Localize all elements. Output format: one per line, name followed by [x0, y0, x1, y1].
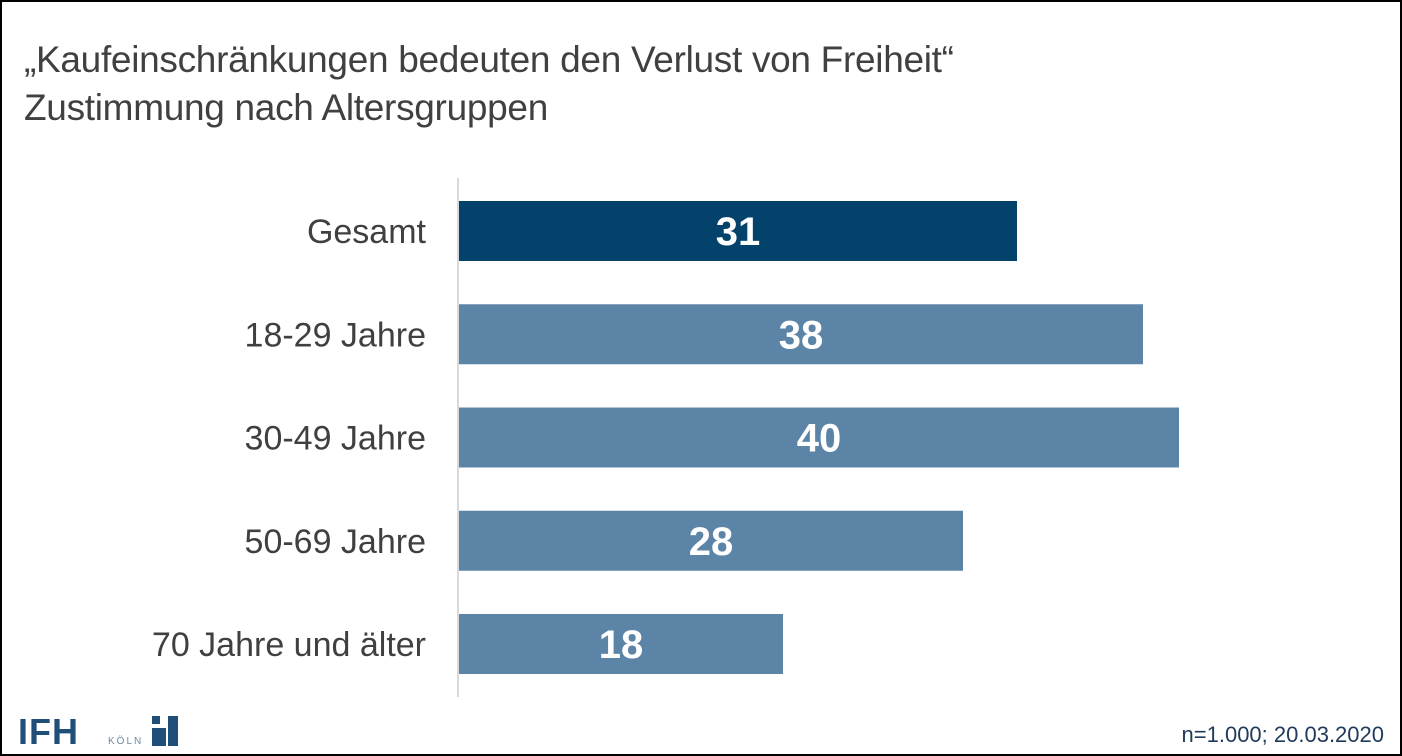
value-labels-group: 31 38 40 28 18: [599, 210, 842, 667]
bars-group: [459, 201, 1179, 674]
bar-18-29-jahre: [459, 304, 1143, 365]
chart-subtitle: Zustimmung nach Altersgruppen: [24, 87, 548, 128]
logo-text: IFH: [18, 711, 79, 752]
category-labels-group: Gesamt 18-29 Jahre 30-49 Jahre 50-69 Jahre 7…: [152, 213, 427, 664]
value-label-70-jahre-und-lter: 18: [599, 623, 644, 667]
value-label-gesamt: 31: [716, 210, 761, 254]
logo-subtext: KÖLN: [108, 736, 144, 747]
chart-title-line-1: „Kaufeinschränkungen bedeuten den Verlus…: [24, 39, 954, 80]
value-label-18-29-jahre: 38: [779, 313, 824, 357]
category-label-70-jahre-und-lter: 70 Jahre und älter: [152, 626, 426, 664]
bar-70-jahre-und-lter: [459, 614, 783, 674]
category-label-gesamt: Gesamt: [307, 213, 427, 251]
value-label-50-69-jahre: 28: [689, 520, 734, 564]
bar-gesamt: [459, 201, 1017, 261]
bar-30-49-jahre: [459, 407, 1179, 468]
category-label-50-69-jahre: 50-69 Jahre: [245, 523, 426, 561]
sample-footnote: n=1.000; 20.03.2020: [1181, 722, 1384, 747]
category-label-30-49-jahre: 30-49 Jahre: [245, 420, 426, 458]
chart-title: „Kaufeinschränkungen bedeuten den Verlus…: [24, 36, 954, 132]
bar-50-69-jahre: [459, 510, 963, 571]
value-label-30-49-jahre: 40: [797, 417, 842, 461]
category-label-18-29-jahre: 18-29 Jahre: [245, 316, 426, 354]
logo-mark-icon: [152, 716, 178, 746]
